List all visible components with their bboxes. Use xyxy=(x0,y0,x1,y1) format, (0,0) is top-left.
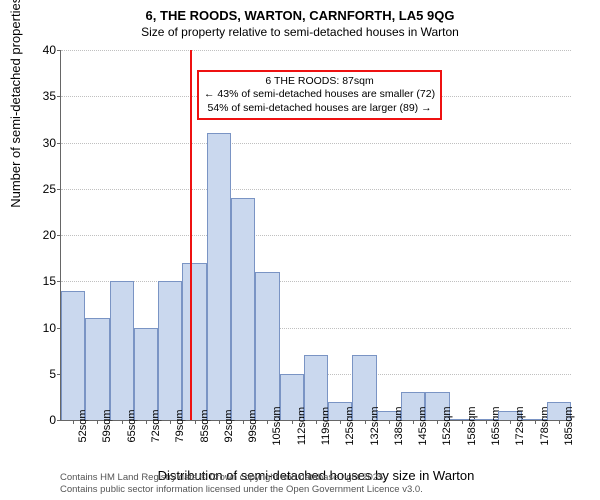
gridline xyxy=(61,235,571,236)
ytick-label: 20 xyxy=(43,228,61,242)
histogram-bar xyxy=(182,263,206,420)
xtick-label: 158sqm xyxy=(466,406,478,445)
chart-subtitle: Size of property relative to semi-detach… xyxy=(0,25,600,43)
gridline xyxy=(61,143,571,144)
histogram-bar xyxy=(85,318,109,420)
histogram-bar xyxy=(61,291,85,421)
chart-title: 6, THE ROODS, WARTON, CARNFORTH, LA5 9QG xyxy=(0,0,600,25)
xtick-label: 172sqm xyxy=(514,406,526,445)
annotation-box: 6 THE ROODS: 87sqm← 43% of semi-detached… xyxy=(197,70,442,119)
ytick-label: 0 xyxy=(49,413,61,427)
gridline xyxy=(61,281,571,282)
gridline xyxy=(61,50,571,51)
histogram-bar xyxy=(158,281,182,420)
xtick-mark xyxy=(195,420,196,424)
xtick-label: 152sqm xyxy=(441,406,453,445)
y-axis-label: Number of semi-detached properties xyxy=(8,0,23,208)
annotation-line-2: ← 43% of semi-detached houses are smalle… xyxy=(204,88,435,101)
xtick-mark xyxy=(170,420,171,424)
reference-marker-line xyxy=(190,50,192,420)
xtick-mark xyxy=(340,420,341,424)
xtick-mark xyxy=(462,420,463,424)
xtick-mark xyxy=(97,420,98,424)
ytick-label: 25 xyxy=(43,182,61,196)
annotation-line-3: 54% of semi-detached houses are larger (… xyxy=(204,102,435,115)
xtick-mark xyxy=(510,420,511,424)
ytick-label: 40 xyxy=(43,43,61,57)
histogram-bar xyxy=(207,133,231,420)
gridline xyxy=(61,189,571,190)
attribution-footer: Contains HM Land Registry data © Crown c… xyxy=(60,472,423,496)
footer-line-2: Contains public sector information licen… xyxy=(60,484,423,496)
ytick-label: 5 xyxy=(49,367,61,381)
xtick-mark xyxy=(365,420,366,424)
ytick-label: 15 xyxy=(43,274,61,288)
xtick-mark xyxy=(146,420,147,424)
ytick-label: 35 xyxy=(43,89,61,103)
histogram-bar xyxy=(231,198,255,420)
ytick-label: 10 xyxy=(43,321,61,335)
histogram-bar xyxy=(255,272,279,420)
annotation-line-1: 6 THE ROODS: 87sqm xyxy=(204,75,435,88)
xtick-mark xyxy=(389,420,390,424)
xtick-mark xyxy=(219,420,220,424)
xtick-mark xyxy=(413,420,414,424)
xtick-label: 185sqm xyxy=(563,406,575,445)
xtick-mark xyxy=(535,420,536,424)
xtick-mark xyxy=(559,420,560,424)
chart-container: 6, THE ROODS, WARTON, CARNFORTH, LA5 9QG… xyxy=(0,0,600,500)
xtick-mark xyxy=(486,420,487,424)
xtick-mark xyxy=(73,420,74,424)
ytick-label: 30 xyxy=(43,136,61,150)
plot-area: Distribution of semi-detached houses by … xyxy=(60,50,571,421)
histogram-bar xyxy=(134,328,158,421)
xtick-mark xyxy=(437,420,438,424)
histogram-bar xyxy=(110,281,134,420)
xtick-mark xyxy=(292,420,293,424)
footer-line-1: Contains HM Land Registry data © Crown c… xyxy=(60,472,423,484)
xtick-mark xyxy=(267,420,268,424)
xtick-mark xyxy=(243,420,244,424)
xtick-mark xyxy=(316,420,317,424)
xtick-mark xyxy=(122,420,123,424)
